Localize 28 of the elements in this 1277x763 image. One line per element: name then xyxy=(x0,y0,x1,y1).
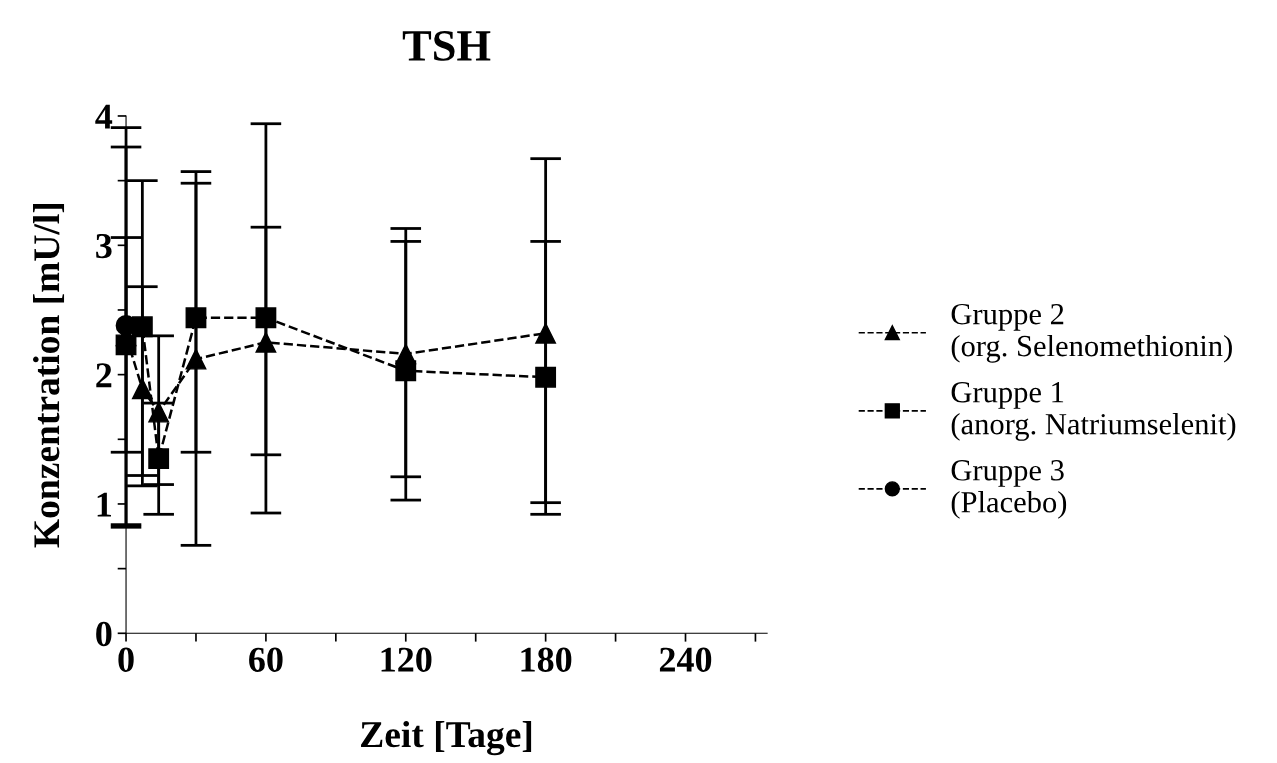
y-tick-label: 0 xyxy=(96,621,112,647)
point xyxy=(115,334,137,356)
x-tick-label: 180 xyxy=(521,647,572,672)
point xyxy=(131,378,153,400)
chart-title: TSH xyxy=(402,30,491,61)
x-axis-title: Zeit [Tage] xyxy=(361,720,532,756)
x-tick-label: 60 xyxy=(249,647,283,672)
point xyxy=(255,331,277,353)
point xyxy=(395,360,417,382)
x-tick-label: 120 xyxy=(381,647,432,672)
point xyxy=(131,316,153,338)
point xyxy=(185,307,207,329)
y-tick-label: 3 xyxy=(96,233,112,259)
y-tick-label: 2 xyxy=(96,363,112,388)
point xyxy=(535,366,557,388)
y-tick-label: 4 xyxy=(95,104,113,129)
point xyxy=(148,401,170,423)
x-tick-label: 240 xyxy=(659,647,712,672)
x-tick-label: 0 xyxy=(118,647,134,672)
legend-label: Gruppe 3 (Placebo) xyxy=(951,460,1067,519)
legend-label: Gruppe 1 (anorg. Natriumselenit) xyxy=(951,381,1236,441)
y-tick-label: 1 xyxy=(97,492,111,517)
legend-label: Gruppe 2 (org. Selenomethionin) xyxy=(951,303,1232,363)
point xyxy=(255,307,277,329)
y-axis-title: Konzentration [mU/l] xyxy=(33,204,65,548)
point xyxy=(535,322,557,344)
point xyxy=(148,448,170,470)
point xyxy=(185,348,207,370)
